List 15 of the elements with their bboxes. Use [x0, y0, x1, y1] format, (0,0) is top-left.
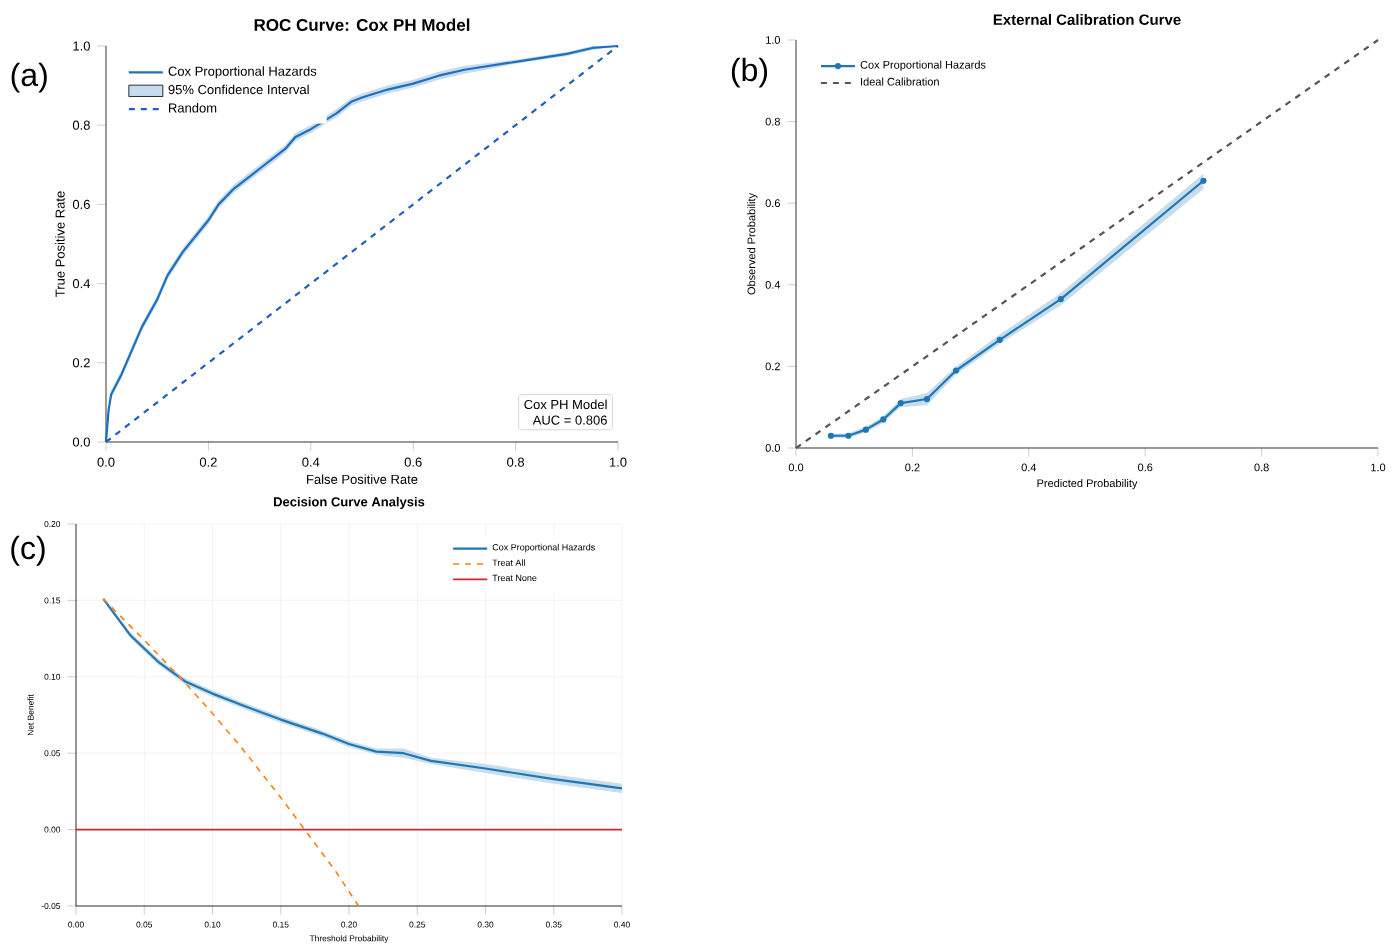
point — [952, 367, 960, 374]
point — [996, 336, 1003, 343]
point — [1200, 177, 1207, 184]
point — [845, 432, 852, 439]
text: (a) — [11, 62, 47, 93]
point — [880, 416, 887, 423]
text: (c) — [11, 535, 45, 566]
point — [1057, 295, 1064, 303]
point — [923, 395, 931, 403]
point — [862, 426, 869, 433]
text: (b) — [731, 57, 768, 88]
line-series — [102, 598, 360, 907]
point — [827, 432, 835, 439]
chart-title: ROC Curve: Cox PH Model — [254, 18, 470, 31]
point — [897, 400, 904, 407]
